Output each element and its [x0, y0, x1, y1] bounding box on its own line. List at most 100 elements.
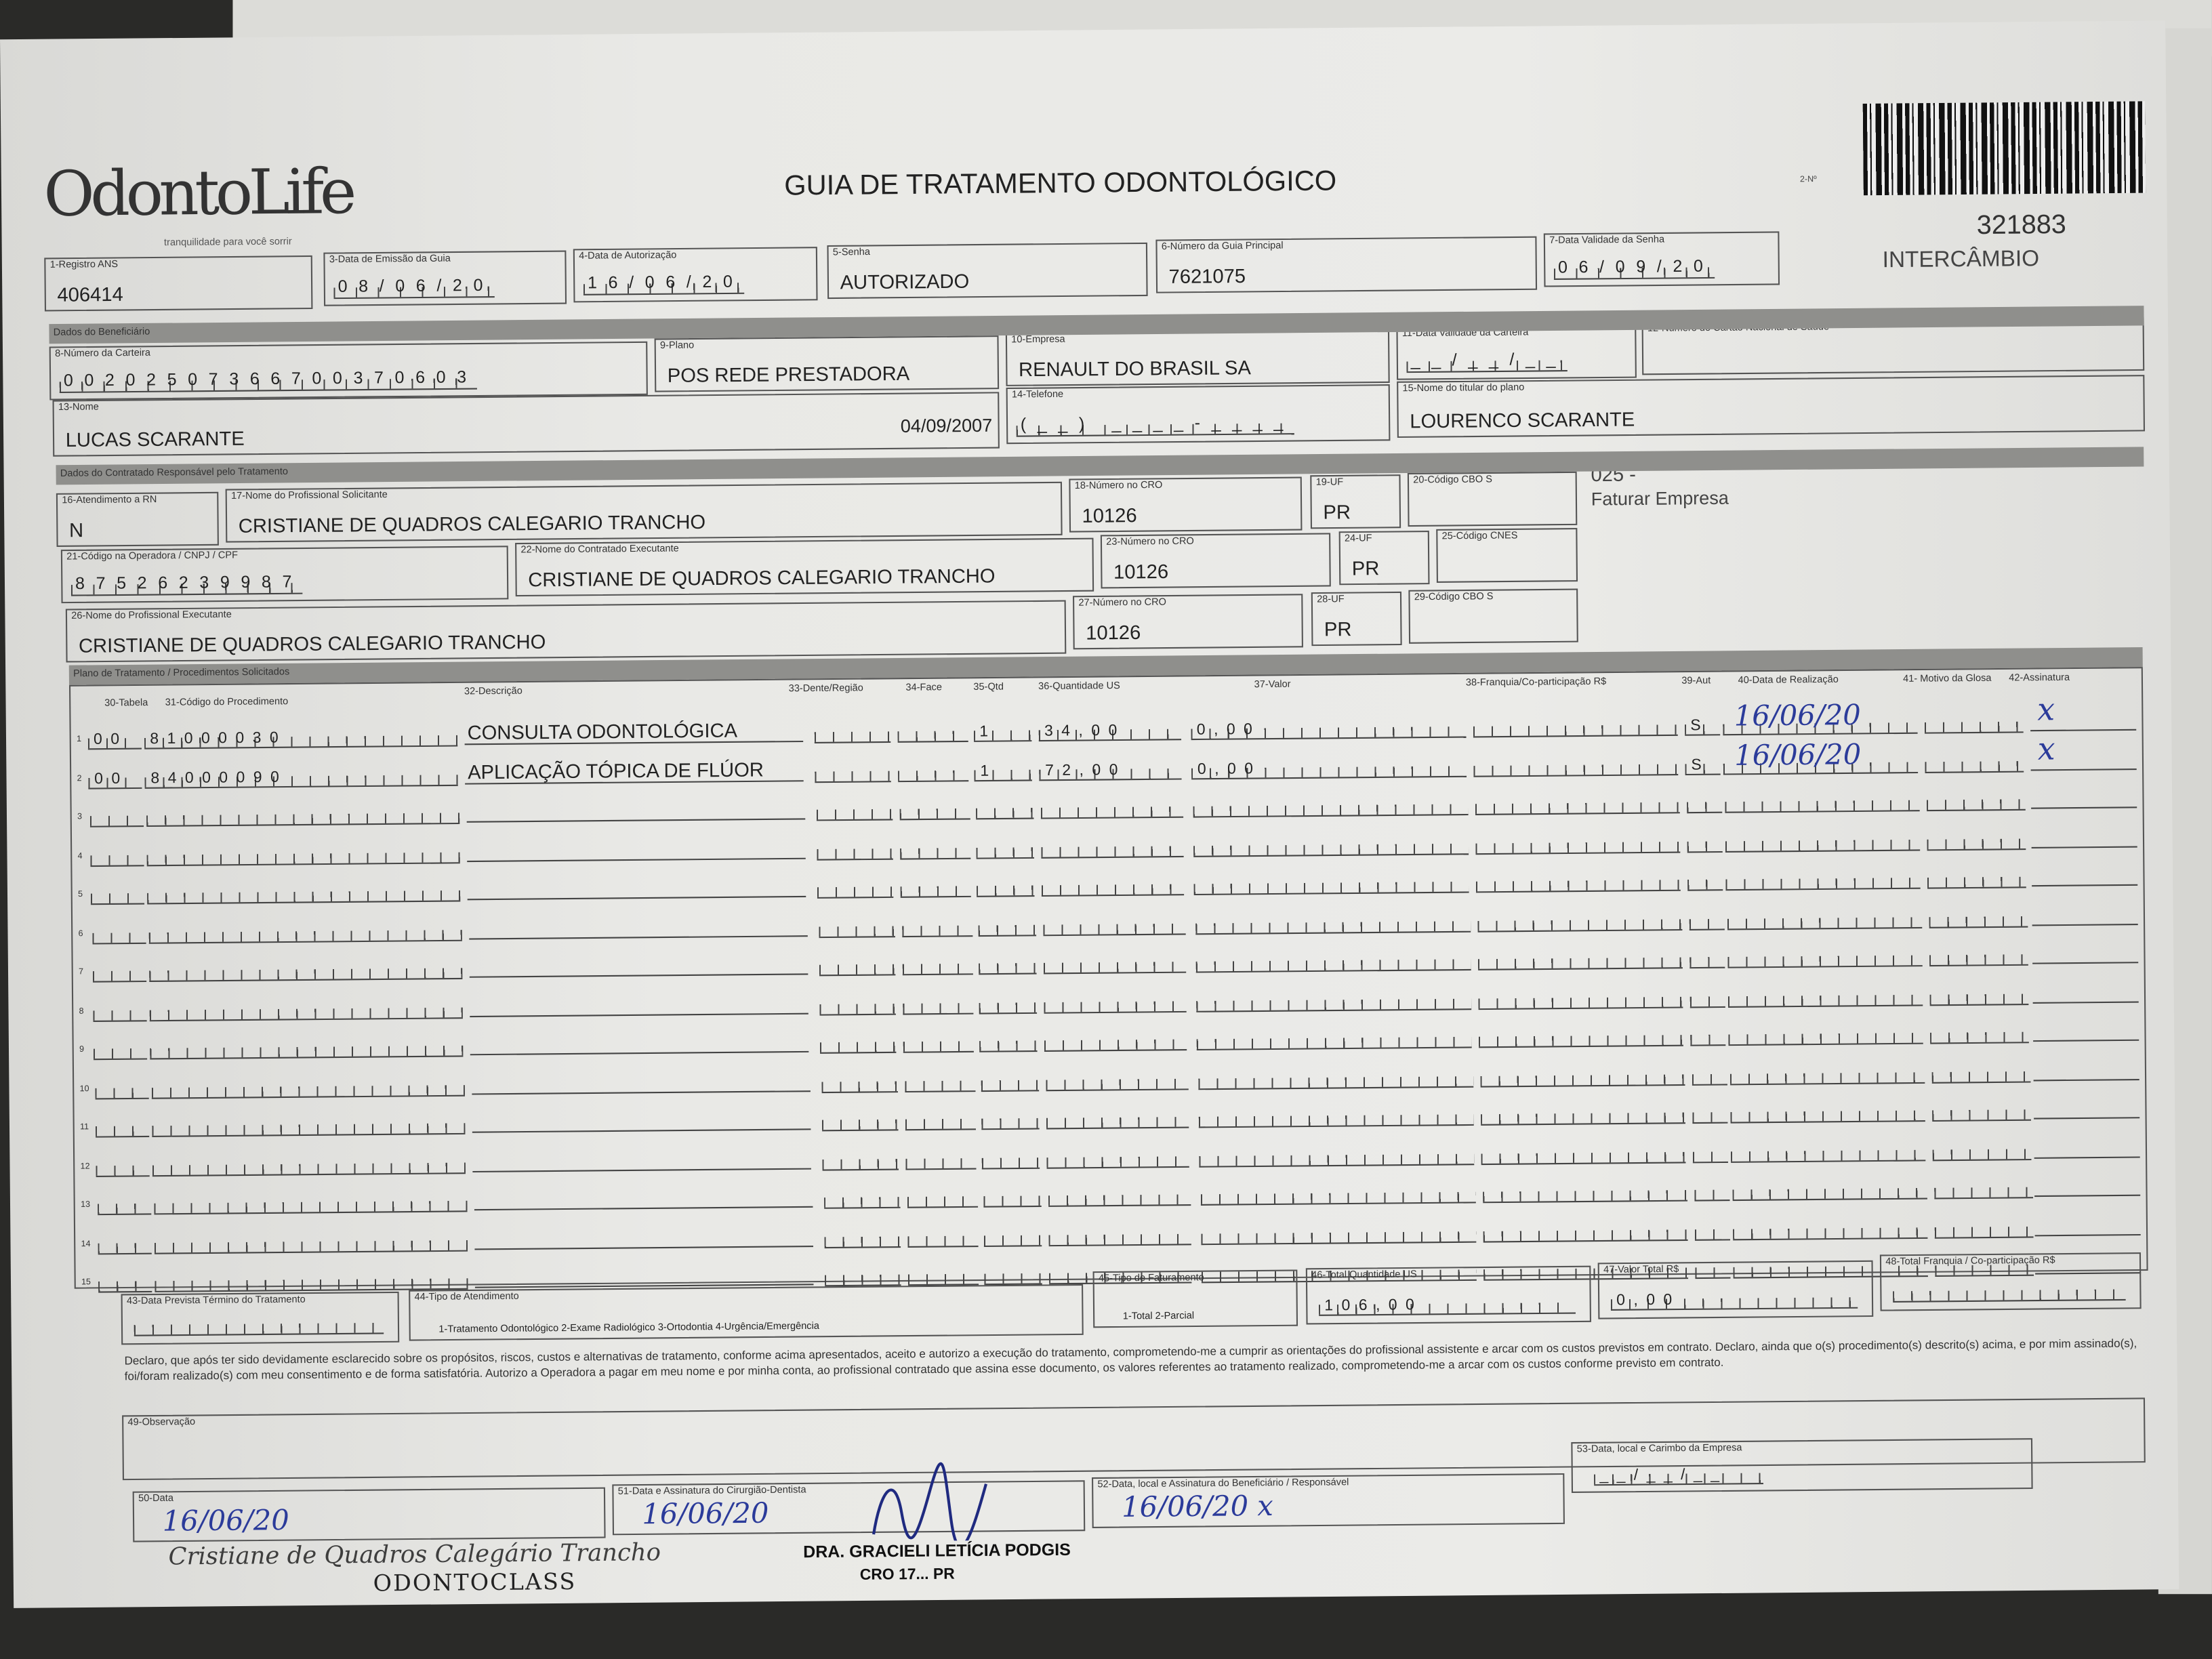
field-f7[interactable]: 7-Data Validade da Senha 06/09/20 — [1543, 231, 1780, 287]
cell-us[interactable]: 72,00 — [1039, 762, 1183, 781]
cell-us[interactable] — [1040, 800, 1183, 819]
cell-tooth[interactable] — [825, 1269, 901, 1287]
cell-glosa[interactable] — [1933, 1143, 2032, 1161]
cell-qtd[interactable] — [984, 1267, 1043, 1286]
cell-franquia[interactable] — [1476, 874, 1681, 893]
cell-codigo[interactable]: 81000030 — [144, 729, 458, 750]
cell-description[interactable] — [472, 1167, 812, 1172]
cell-face[interactable] — [904, 1074, 975, 1092]
cell-tooth[interactable] — [815, 803, 893, 821]
cell-us[interactable]: 34,00 — [1038, 723, 1182, 742]
field-f5[interactable]: 5-Senha AUTORIZADO — [827, 242, 1148, 300]
cell-aut[interactable] — [1689, 989, 1726, 1008]
cell-signature[interactable] — [2032, 884, 2138, 887]
cell-data[interactable] — [1729, 1027, 1924, 1046]
cell-valor[interactable]: 0,00 — [1191, 759, 1467, 779]
cell-tooth[interactable] — [824, 1230, 901, 1248]
cell-codigo[interactable] — [148, 962, 462, 983]
cell-signature[interactable] — [2034, 1194, 2141, 1197]
cell-aut[interactable] — [1693, 1145, 1729, 1163]
field-f1[interactable]: 1-Registro ANS 406414 — [44, 255, 313, 312]
field-f17[interactable]: 17-Nome do Profissional Solicitante CRIST… — [225, 481, 1063, 543]
field-f8[interactable]: 8-Número da Carteira 00202507366700370603 — [49, 341, 648, 401]
cell-qtd[interactable] — [976, 840, 1034, 859]
field-f22[interactable]: 22-Nome do Contratado Executante CRISTIAN… — [515, 537, 1094, 597]
total-f47[interactable]: 47-Valor Total R$ 0,00 — [1597, 1260, 1874, 1319]
field-f6[interactable]: 6-Número da Guia Principal 7621075 — [1155, 236, 1538, 293]
cell-data[interactable] — [1726, 910, 1922, 930]
cell-tabela[interactable] — [94, 1042, 148, 1061]
cell-face[interactable] — [905, 1113, 976, 1131]
cell-face[interactable] — [903, 996, 974, 1015]
cell-qtd[interactable] — [982, 1151, 1040, 1169]
field-f27[interactable]: 27-Número no CRO 10126 — [1072, 594, 1303, 650]
cell-valor[interactable] — [1195, 954, 1471, 973]
cell-us[interactable] — [1042, 917, 1185, 936]
cell-us[interactable] — [1046, 1149, 1190, 1168]
cell-signature[interactable] — [2031, 845, 2137, 848]
cell-signature[interactable] — [2030, 729, 2137, 732]
cell-tooth[interactable] — [821, 1113, 899, 1132]
cell-valor[interactable] — [1195, 914, 1471, 935]
cell-tooth[interactable] — [823, 1191, 900, 1209]
cell-us[interactable] — [1048, 1189, 1191, 1207]
cell-aut[interactable] — [1692, 1106, 1728, 1124]
field-f13[interactable]: 13-Nome LUCAS SCARANTE 04/09/2007 — [52, 392, 1000, 457]
cell-codigo[interactable] — [153, 1195, 467, 1215]
cell-glosa[interactable] — [1928, 909, 2028, 928]
cell-aut[interactable] — [1687, 874, 1723, 891]
cell-aut[interactable] — [1694, 1184, 1729, 1202]
field-f18[interactable]: 18-Número no CRO 10126 — [1069, 476, 1303, 533]
cell-aut[interactable] — [1687, 835, 1723, 853]
cell-data[interactable] — [1730, 1105, 1925, 1124]
field-f9[interactable]: 9-Plano POS REDE PRESTADORA — [654, 335, 1000, 392]
cell-tabela[interactable] — [91, 926, 146, 944]
cell-data[interactable] — [1731, 1143, 1926, 1162]
cell-data[interactable] — [1725, 833, 1920, 852]
cell-valor[interactable] — [1199, 1147, 1475, 1167]
cell-qtd[interactable]: 1 — [973, 724, 1032, 742]
cell-tabela[interactable] — [94, 1081, 149, 1099]
cell-data[interactable] — [1725, 872, 1921, 891]
cell-tabela[interactable] — [96, 1159, 150, 1176]
cell-aut[interactable]: S — [1684, 718, 1721, 736]
cell-valor[interactable] — [1197, 1031, 1473, 1051]
cell-tabela[interactable] — [98, 1275, 152, 1293]
field-f15[interactable]: 15-Nome do titular do plano LOURENCO SCAR… — [1397, 375, 2146, 438]
cell-description[interactable] — [471, 1090, 811, 1094]
field-f14[interactable]: 14-Telefone (__) ____-____ — [1006, 384, 1391, 445]
cell-valor[interactable] — [1192, 798, 1468, 818]
cell-us[interactable] — [1046, 1111, 1189, 1130]
cell-signature[interactable] — [2032, 1000, 2139, 1003]
cell-valor[interactable] — [1200, 1186, 1476, 1206]
cell-franquia[interactable] — [1473, 758, 1679, 777]
cell-face[interactable] — [902, 958, 973, 976]
cell-description[interactable] — [469, 973, 808, 978]
cell-us[interactable] — [1040, 839, 1184, 858]
cell-signature[interactable] — [2034, 1155, 2140, 1158]
total-f44[interactable]: 44-Tipo de Atendimento 1-Tratamento Odont… — [409, 1284, 1084, 1341]
cell-franquia[interactable] — [1480, 1107, 1685, 1126]
cell-signature[interactable] — [2032, 962, 2139, 964]
field-f3[interactable]: 3-Data de Emissão da Guia 08/06/20 — [323, 250, 567, 306]
cell-glosa[interactable] — [1927, 871, 2027, 889]
cell-aut[interactable] — [1689, 951, 1725, 969]
field-f24[interactable]: 24-UF PR — [1338, 531, 1430, 586]
cell-qtd[interactable] — [980, 1073, 1039, 1092]
cell-face[interactable] — [906, 1190, 978, 1208]
cell-signature[interactable] — [2030, 768, 2137, 771]
cell-signature[interactable] — [2032, 922, 2138, 926]
cell-us[interactable] — [1044, 994, 1187, 1013]
cell-tooth[interactable] — [817, 842, 893, 860]
cell-description[interactable] — [468, 935, 807, 939]
cell-codigo[interactable] — [154, 1233, 468, 1254]
field-f10[interactable]: 10-Empresa RENAULT DO BRASIL SA — [1005, 329, 1390, 386]
cell-qtd[interactable] — [981, 1112, 1040, 1130]
field-f19[interactable]: 19-UF PR — [1310, 474, 1401, 529]
cell-valor[interactable] — [1198, 1108, 1474, 1128]
cell-tabela[interactable] — [93, 1004, 147, 1021]
cell-face[interactable] — [908, 1268, 979, 1286]
cell-glosa[interactable] — [1929, 987, 2029, 1006]
cell-codigo[interactable] — [152, 1156, 466, 1176]
cell-description[interactable] — [472, 1128, 811, 1133]
